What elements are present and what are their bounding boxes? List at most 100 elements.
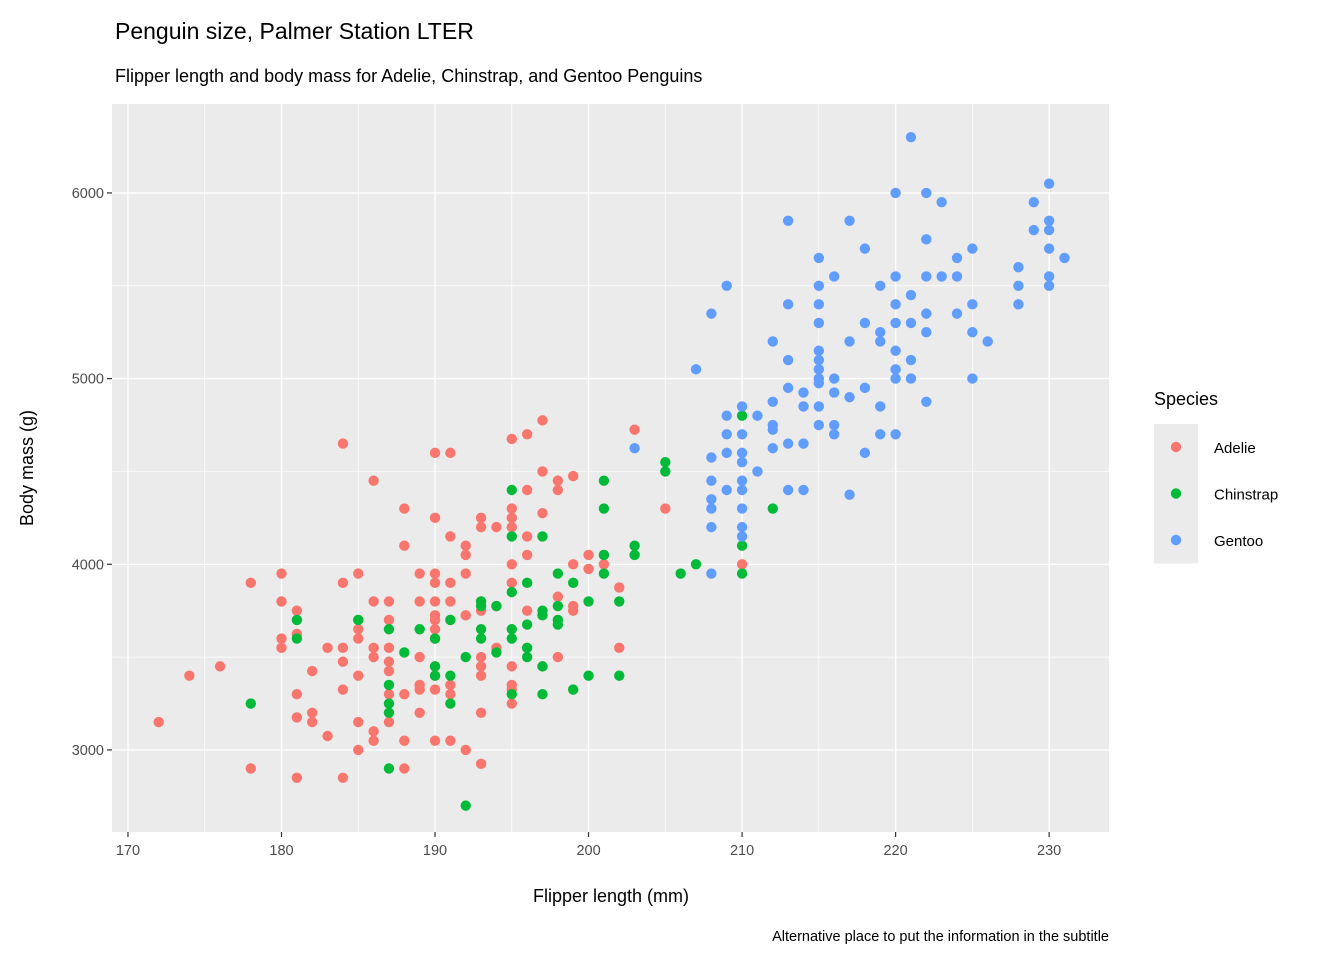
data-point-chinstrap bbox=[736, 410, 748, 421]
data-point-adelie bbox=[353, 670, 364, 681]
data-points bbox=[153, 132, 1070, 811]
data-point-adelie bbox=[506, 661, 517, 672]
data-point-gentoo bbox=[967, 326, 978, 338]
chart-title: Penguin size, Palmer Station LTER bbox=[115, 18, 474, 44]
legend-key-chinstrap bbox=[1170, 488, 1182, 499]
data-point-gentoo bbox=[921, 234, 932, 245]
data-point-adelie bbox=[475, 707, 487, 719]
data-point-gentoo bbox=[629, 443, 640, 454]
data-point-adelie bbox=[614, 582, 625, 593]
data-point-chinstrap bbox=[552, 568, 564, 579]
data-point-adelie bbox=[399, 540, 410, 551]
data-point-gentoo bbox=[736, 475, 748, 486]
data-point-gentoo bbox=[859, 317, 871, 329]
data-point-chinstrap bbox=[583, 670, 594, 681]
data-point-adelie bbox=[567, 559, 579, 570]
data-point-gentoo bbox=[706, 568, 717, 579]
data-point-chinstrap bbox=[506, 586, 517, 598]
data-point-gentoo bbox=[844, 391, 855, 403]
data-point-chinstrap bbox=[506, 633, 517, 644]
data-point-gentoo bbox=[951, 308, 963, 319]
data-point-chinstrap bbox=[521, 651, 533, 663]
legend-label: Gentoo bbox=[1214, 533, 1263, 550]
legend-key-gentoo bbox=[1170, 534, 1182, 546]
data-point-gentoo bbox=[767, 396, 778, 408]
data-point-gentoo bbox=[875, 401, 886, 412]
data-point-adelie bbox=[552, 484, 564, 496]
data-point-adelie bbox=[383, 716, 395, 728]
data-point-adelie bbox=[506, 433, 517, 445]
data-point-gentoo bbox=[967, 373, 978, 384]
data-point-chinstrap bbox=[675, 568, 686, 579]
data-point-gentoo bbox=[736, 531, 748, 542]
data-point-gentoo bbox=[736, 447, 748, 459]
x-tick-label: 210 bbox=[730, 843, 754, 859]
data-point-gentoo bbox=[767, 443, 778, 454]
legend-label: Adelie bbox=[1214, 440, 1256, 457]
data-point-adelie bbox=[337, 656, 349, 667]
y-axis-ticks: 3000 4000 5000 6000 bbox=[72, 186, 112, 759]
data-point-adelie bbox=[445, 577, 456, 589]
data-point-gentoo bbox=[844, 215, 855, 226]
data-point-adelie bbox=[583, 563, 594, 575]
data-point-adelie bbox=[245, 577, 256, 589]
data-point-gentoo bbox=[1043, 271, 1055, 282]
data-point-adelie bbox=[460, 610, 471, 621]
data-point-gentoo bbox=[1043, 224, 1055, 236]
data-point-chinstrap bbox=[629, 549, 640, 561]
x-tick-label: 230 bbox=[1037, 843, 1061, 859]
data-point-adelie bbox=[521, 429, 533, 440]
data-point-adelie bbox=[276, 642, 287, 654]
data-point-gentoo bbox=[936, 197, 947, 208]
data-point-gentoo bbox=[813, 364, 825, 375]
data-point-adelie bbox=[429, 596, 441, 607]
data-point-adelie bbox=[414, 651, 425, 663]
data-point-adelie bbox=[306, 665, 318, 677]
data-point-gentoo bbox=[890, 373, 901, 384]
data-point-adelie bbox=[353, 568, 364, 579]
data-point-chinstrap bbox=[383, 698, 395, 709]
data-point-adelie bbox=[445, 596, 456, 607]
y-tick-label: 5000 bbox=[72, 372, 104, 388]
data-point-adelie bbox=[460, 549, 471, 561]
data-point-adelie bbox=[368, 726, 379, 737]
data-point-chinstrap bbox=[521, 619, 533, 630]
x-tick-label: 190 bbox=[423, 843, 447, 859]
data-point-chinstrap bbox=[598, 549, 610, 561]
data-point-gentoo bbox=[798, 484, 809, 496]
data-point-gentoo bbox=[844, 489, 855, 500]
data-point-adelie bbox=[736, 559, 748, 570]
data-point-gentoo bbox=[890, 429, 901, 440]
data-point-adelie bbox=[368, 735, 379, 746]
data-point-gentoo bbox=[967, 299, 978, 310]
data-point-adelie bbox=[322, 642, 333, 654]
data-point-gentoo bbox=[782, 382, 794, 394]
data-point-chinstrap bbox=[291, 614, 303, 626]
data-point-chinstrap bbox=[429, 633, 441, 644]
data-point-adelie bbox=[414, 568, 425, 579]
data-point-chinstrap bbox=[537, 531, 548, 542]
data-point-gentoo bbox=[875, 280, 886, 291]
data-point-gentoo bbox=[936, 271, 947, 282]
data-point-gentoo bbox=[890, 187, 901, 199]
data-point-adelie bbox=[368, 596, 379, 607]
data-point-adelie bbox=[383, 614, 395, 626]
data-point-gentoo bbox=[706, 475, 717, 486]
data-point-chinstrap bbox=[537, 610, 548, 621]
data-point-chinstrap bbox=[506, 689, 517, 700]
data-point-gentoo bbox=[1043, 215, 1055, 226]
data-point-gentoo bbox=[767, 336, 778, 347]
data-point-adelie bbox=[276, 633, 287, 644]
data-point-gentoo bbox=[828, 429, 840, 440]
x-tick-label: 170 bbox=[116, 843, 140, 859]
data-point-gentoo bbox=[1043, 178, 1055, 189]
data-point-adelie bbox=[368, 651, 379, 663]
data-point-gentoo bbox=[782, 438, 794, 449]
data-point-gentoo bbox=[828, 373, 840, 384]
data-point-chinstrap bbox=[291, 633, 303, 644]
data-point-gentoo bbox=[813, 299, 825, 310]
chart-subtitle: Flipper length and body mass for Adelie,… bbox=[115, 66, 702, 86]
data-point-chinstrap bbox=[598, 503, 610, 514]
data-point-chinstrap bbox=[383, 679, 395, 691]
